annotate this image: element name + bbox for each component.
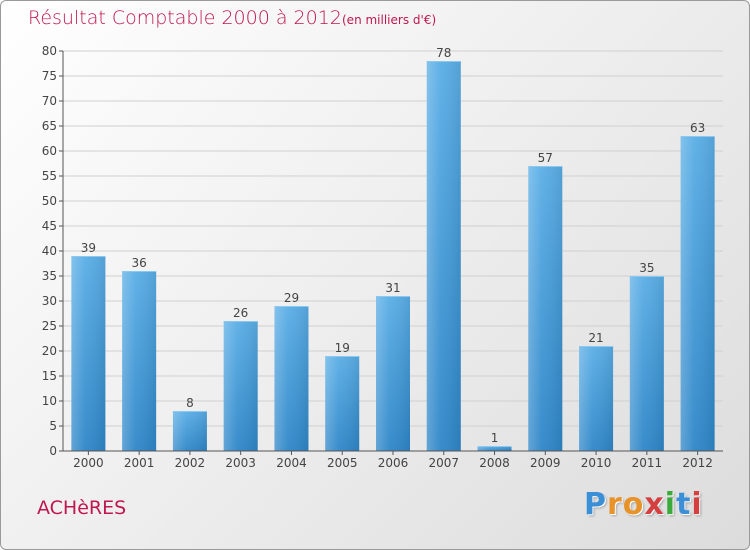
data-label: 31: [385, 281, 400, 295]
y-tick-label: 50: [42, 194, 57, 208]
x-tick-label: 2001: [124, 456, 155, 470]
y-tick-label: 40: [42, 244, 57, 258]
y-tick-label: 15: [42, 369, 57, 383]
bar-shine: [223, 321, 258, 451]
logo-letter: t: [676, 487, 692, 522]
y-tick-label: 0: [49, 444, 57, 458]
x-tick-label: 2012: [682, 456, 713, 470]
data-label: 63: [690, 121, 705, 135]
bar-shine: [71, 256, 106, 451]
bar-shine: [528, 166, 563, 451]
x-tick-label: 2000: [73, 456, 104, 470]
bar-shine: [579, 346, 614, 451]
bars: 39 36 8 26 29 19 31 78 1 57 21 35 63: [71, 46, 715, 451]
data-label: 19: [335, 341, 350, 355]
y-tick-label: 5: [49, 419, 57, 433]
bar-shine: [376, 296, 410, 451]
x-tick-label: 2005: [327, 456, 358, 470]
data-label: 78: [436, 46, 451, 60]
y-tick-label: 55: [42, 169, 57, 183]
x-tick-label: 2004: [276, 456, 307, 470]
data-label: 1: [491, 431, 499, 445]
bar-shine: [629, 276, 664, 451]
data-label: 35: [639, 261, 654, 275]
x-tick-label: 2003: [225, 456, 256, 470]
logo-letter: i: [664, 487, 677, 522]
x-tick-label: 2007: [428, 456, 459, 470]
y-tick-label: 25: [42, 319, 57, 333]
data-label: 57: [538, 151, 553, 165]
bar-shine: [172, 411, 207, 451]
logo-letter: i: [691, 487, 703, 522]
logo-letter: P: [584, 487, 607, 522]
bar-shine: [680, 136, 715, 451]
y-tick-label: 70: [42, 94, 57, 108]
data-label: 36: [132, 256, 147, 270]
x-tick-label: 2002: [175, 456, 206, 470]
data-label: 8: [186, 396, 194, 410]
y-tick-label: 75: [42, 69, 57, 83]
axes: 0 5 10 15 20 25 30 35 40 45 50 55 60 65 70 75 80 2000 2001…: [42, 44, 723, 470]
chart-title: Résultat Comptable 2000 à 2012: [28, 7, 342, 29]
place-name: ACHèRES: [37, 497, 127, 519]
x-tick-label: 2009: [530, 456, 561, 470]
bar-shine: [274, 306, 309, 451]
data-label: 29: [284, 291, 299, 305]
proxiti-logo: Proxiti: [584, 487, 703, 522]
y-tick-label: 10: [42, 394, 57, 408]
x-tick-label: 2010: [581, 456, 612, 470]
logo-letter: o: [622, 487, 645, 522]
x-tick-label: 2011: [632, 456, 663, 470]
bar-shine: [122, 271, 157, 451]
y-tick-label: 20: [42, 344, 57, 358]
logo-letter: r: [607, 487, 623, 522]
data-label: 21: [588, 331, 603, 345]
bar-shine: [325, 356, 360, 451]
x-tick-label: 2006: [378, 456, 409, 470]
y-tick-label: 35: [42, 269, 57, 283]
y-tick-label: 45: [42, 219, 57, 233]
logo-letter: x: [644, 487, 665, 522]
bar-shine: [426, 61, 461, 451]
y-tick-label: 80: [42, 44, 57, 58]
data-label: 39: [81, 241, 96, 255]
x-tick-label: 2008: [479, 456, 510, 470]
chart-subtitle: (en milliers d'€): [342, 13, 437, 27]
y-tick-label: 60: [42, 144, 57, 158]
data-label: 26: [233, 306, 248, 320]
y-tick-label: 65: [42, 119, 57, 133]
bar-shine: [477, 446, 512, 451]
y-tick-label: 30: [42, 294, 57, 308]
